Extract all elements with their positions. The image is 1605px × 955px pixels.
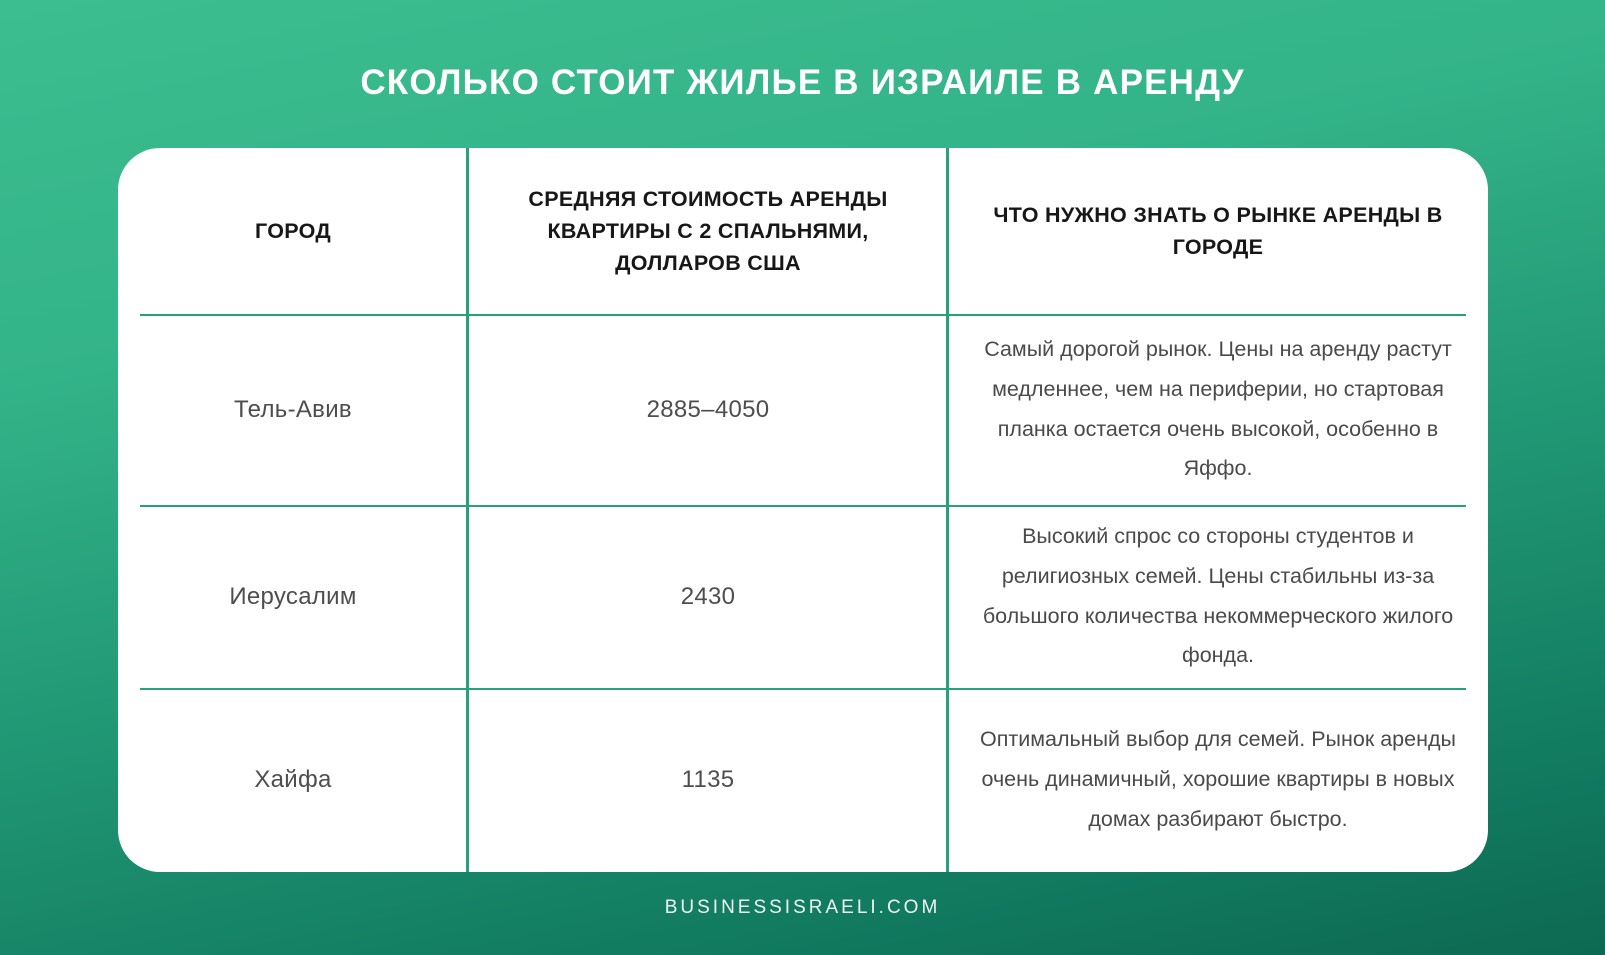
column-header-city: ГОРОД	[255, 218, 331, 243]
price-tel-aviv: 2885–4050	[646, 395, 770, 423]
city-name-jerusalem: Иерусалим	[229, 582, 357, 610]
column-divider-2	[946, 148, 949, 872]
row-divider-header	[140, 314, 1466, 316]
note-tel-aviv: Самый дорогой рынок. Цены на аренду раст…	[984, 336, 1452, 481]
note-haifa: Оптимальный выбор для семей. Рынок аренд…	[980, 727, 1456, 831]
price-jerusalem: 2430	[680, 582, 736, 610]
row-divider-2	[140, 688, 1466, 690]
source-website: BUSINESSISRAELI.COM	[664, 897, 941, 918]
city-name-haifa: Хайфа	[254, 766, 332, 793]
column-header-price: СРЕДНЯЯ СТОИМОСТЬ АРЕНДЫ КВАРТИРЫ С 2 СП…	[528, 186, 888, 276]
rent-table-card: ГОРОД СРЕДНЯЯ СТОИМОСТЬ АРЕНДЫ КВАРТИРЫ …	[118, 148, 1488, 872]
price-haifa: 1135	[681, 766, 735, 793]
row-divider-1	[140, 505, 1466, 507]
note-jerusalem: Высокий спрос со стороны студентов и рел…	[982, 523, 1454, 668]
column-divider-1	[466, 148, 469, 872]
rent-table: ГОРОД СРЕДНЯЯ СТОИМОСТЬ АРЕНДЫ КВАРТИРЫ …	[118, 148, 1488, 872]
column-header-notes: ЧТО НУЖНО ЗНАТЬ О РЫНКЕ АРЕНДЫ В ГОРОДЕ	[993, 202, 1443, 259]
page-title: СКОЛЬКО СТОИТ ЖИЛЬЕ В ИЗРАИЛЕ В АРЕНДУ	[360, 63, 1245, 102]
city-name-tel-aviv: Тель-Авив	[234, 395, 352, 423]
